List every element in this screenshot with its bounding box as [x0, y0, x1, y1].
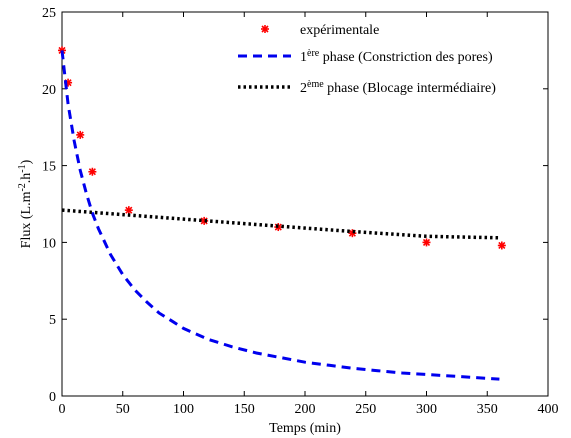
legend-entry-phase1: 1ère phase (Constriction des pores)	[238, 48, 493, 66]
x-tick-label: 100	[173, 402, 194, 417]
y-tick-label: 5	[49, 313, 56, 328]
plot-area	[61, 11, 549, 397]
series-line-phase2	[61, 208, 500, 240]
x-axis-title: Temps (min)	[269, 421, 341, 436]
legend: expérimentale 1ère phase (Constriction d…	[238, 23, 496, 96]
y-tick-label: 25	[42, 6, 56, 21]
axis-ticks: 0 50 100 150 200 250 300 350 400 0 5 10 15 20 25	[42, 6, 559, 417]
legend-entry-experimental: expérimentale	[261, 23, 379, 38]
x-tick-label: 250	[355, 402, 376, 417]
x-tick-label: 200	[295, 402, 316, 417]
data-point-experimental	[76, 130, 85, 139]
x-tick-label: 50	[116, 402, 130, 417]
legend-label-phase2: 2ème phase (Blocage intermédiaire)	[300, 79, 496, 97]
x-tick-label: 350	[477, 402, 498, 417]
x-tick-label: 150	[234, 402, 255, 417]
legend-marker-experimental	[261, 25, 269, 33]
y-tick-label: 20	[42, 83, 56, 98]
data-point-experimental	[124, 206, 133, 215]
y-tick-label: 10	[42, 236, 56, 251]
series-layer	[58, 46, 506, 381]
data-point-experimental	[497, 241, 506, 250]
y-axis-title: Flux (L.m-2.h-1)	[17, 159, 35, 248]
x-tick-label: 400	[538, 402, 559, 417]
legend-entry-phase2: 2ème phase (Blocage intermédiaire)	[238, 79, 496, 97]
data-point-experimental	[88, 167, 97, 176]
x-tick-label: 300	[416, 402, 437, 417]
y-tick-label: 0	[49, 390, 56, 405]
data-point-experimental	[422, 238, 431, 247]
series-line-phase1	[60, 50, 500, 381]
y-tick-label: 15	[42, 160, 56, 175]
legend-label-experimental: expérimentale	[300, 23, 379, 38]
x-tick-label: 0	[59, 402, 66, 417]
legend-label-phase1: 1ère phase (Constriction des pores)	[300, 48, 493, 66]
